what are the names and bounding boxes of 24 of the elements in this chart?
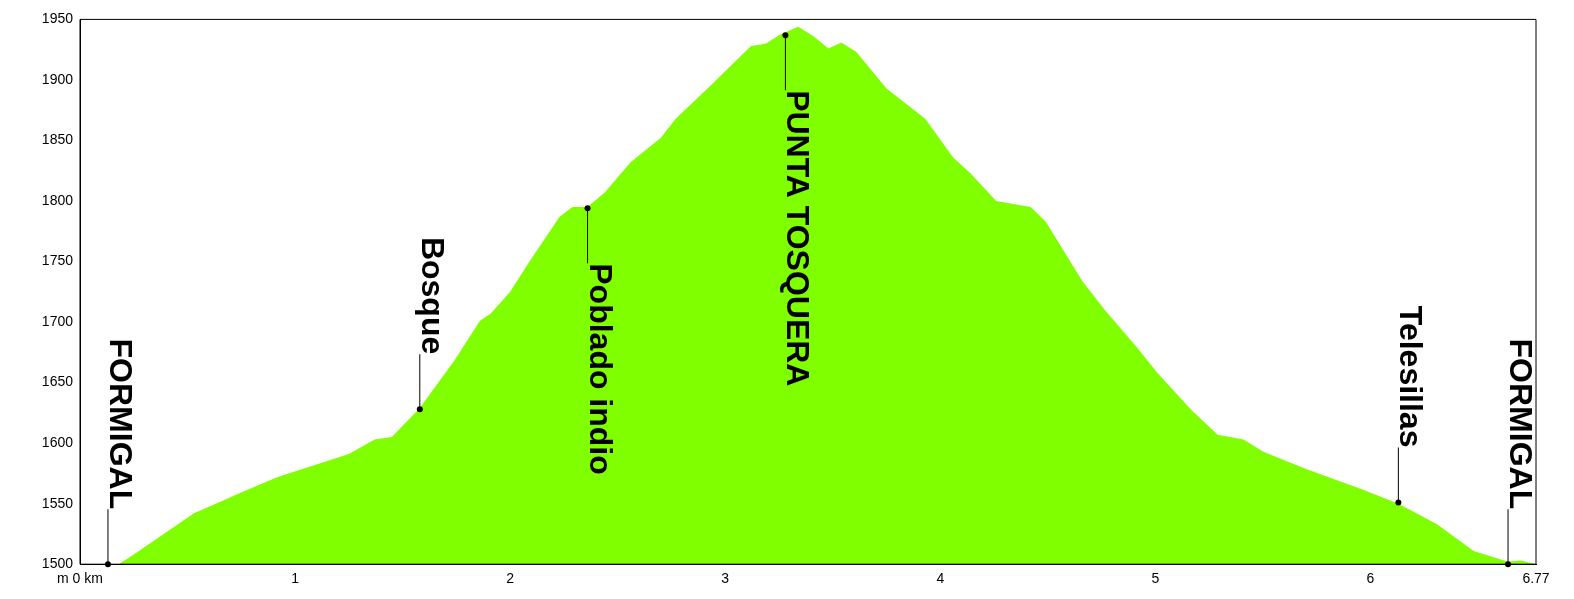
y-tick-label: 1800 xyxy=(41,191,74,208)
annotation: Telesillas xyxy=(1393,305,1430,448)
annotation: Poblado indio xyxy=(582,263,619,475)
y-tick-label: 1700 xyxy=(41,312,74,329)
y-tick-label: 1550 xyxy=(41,494,74,511)
annotation: Bosque xyxy=(414,236,451,355)
y-tick-label: 1850 xyxy=(41,131,74,148)
x-tick-label: 3 xyxy=(721,570,730,587)
y-tick-label: 1500 xyxy=(41,555,74,572)
x-tick-label: 2 xyxy=(506,570,515,587)
x-tick-label: 6 xyxy=(1366,570,1375,587)
annotation: PUNTA TOSQUERA xyxy=(780,90,817,387)
y-tick-label: 1600 xyxy=(41,433,74,450)
x-tick-label: 1 xyxy=(291,570,300,587)
y-tick-label: 1900 xyxy=(41,70,74,87)
x-tick-label: 6.77 xyxy=(1522,570,1550,587)
y-tick-label: 1650 xyxy=(41,373,74,390)
annotation: FORMIGAL xyxy=(102,338,139,510)
y-tick-label: 1750 xyxy=(41,252,74,269)
x-tick-label: m 0 km xyxy=(57,570,103,587)
x-tick-label: 5 xyxy=(1151,570,1160,587)
annotation: FORMIGAL xyxy=(1503,338,1540,510)
y-tick-label: 1950 xyxy=(41,10,74,27)
x-tick-label: 4 xyxy=(936,570,945,587)
